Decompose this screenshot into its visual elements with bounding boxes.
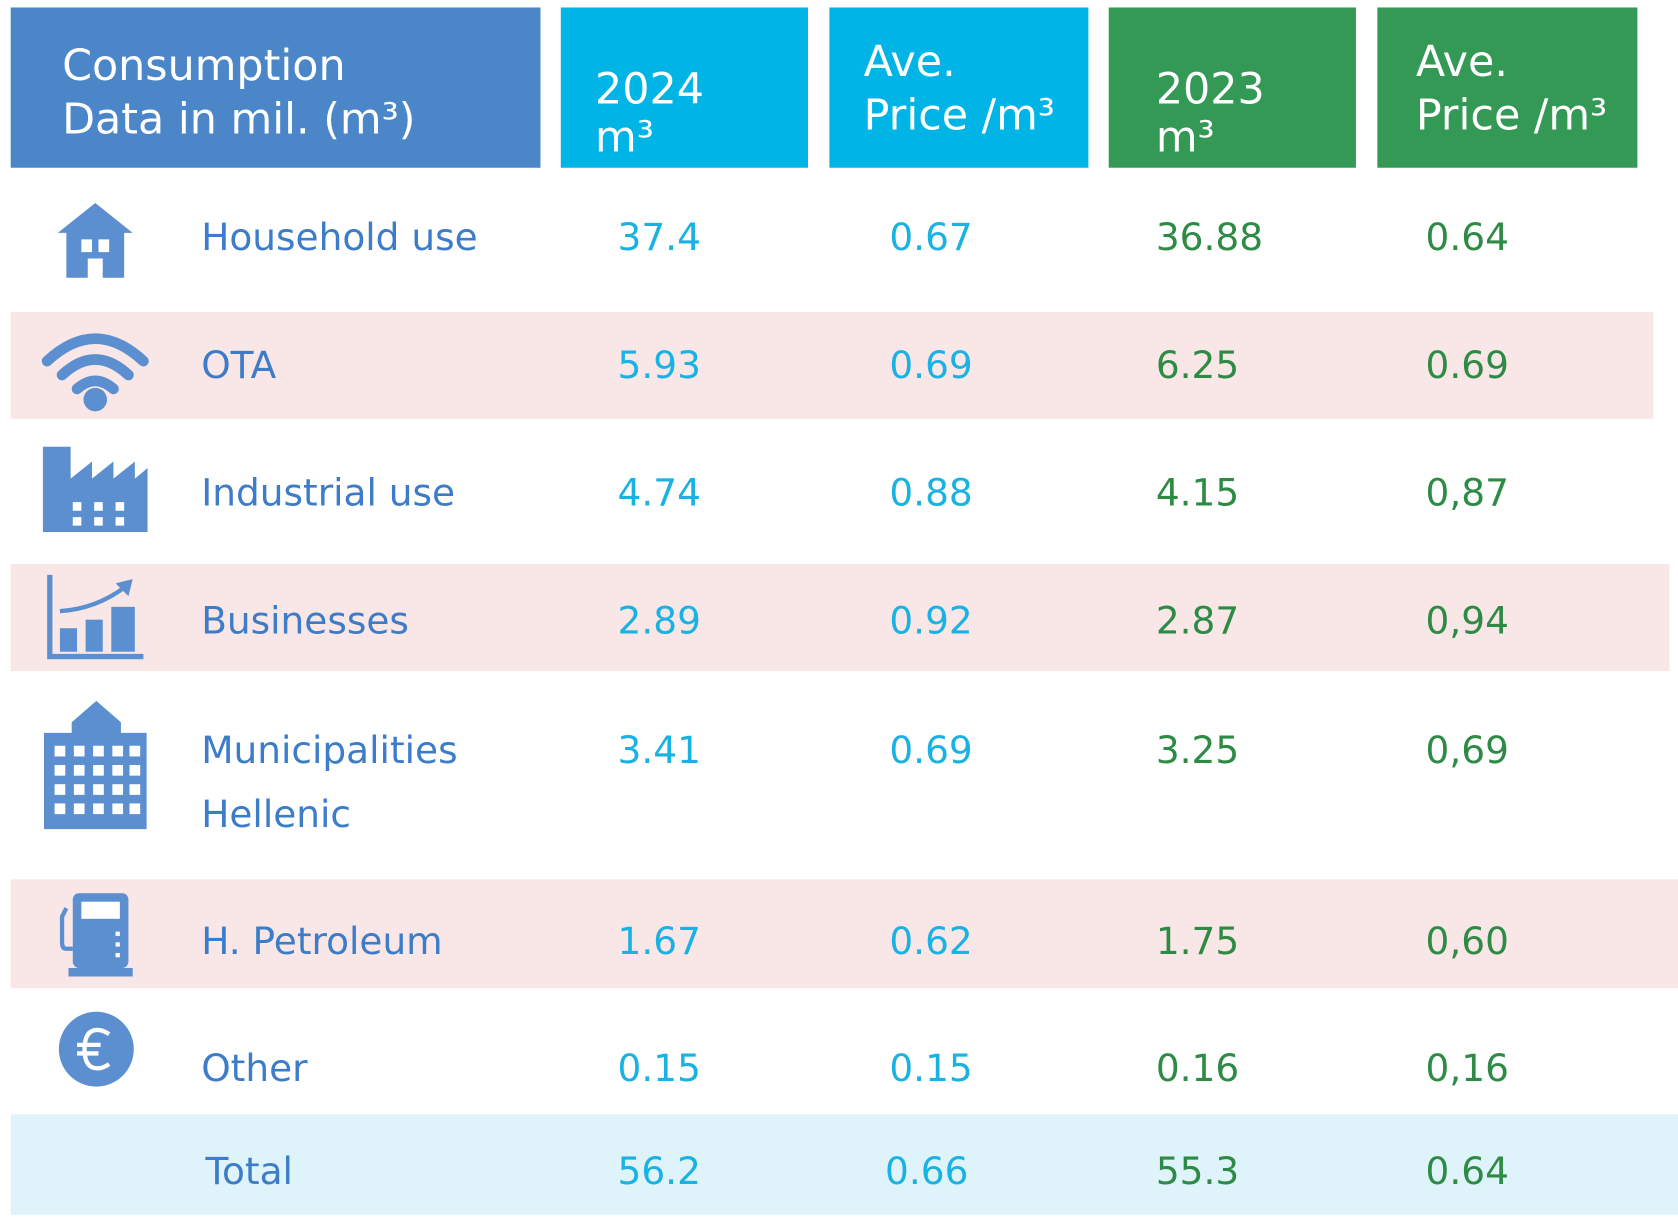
cell-value: 56.2 bbox=[617, 1150, 701, 1194]
pump-icon bbox=[59, 893, 133, 977]
cell-value: 0,94 bbox=[1425, 600, 1509, 644]
cell-value: 1.67 bbox=[617, 920, 701, 964]
header-cell: Ave. Price /m³ bbox=[1377, 7, 1638, 168]
header-cell: 2024 m³ bbox=[560, 7, 809, 168]
row-label: Industrial use bbox=[201, 472, 456, 515]
row-band bbox=[10, 311, 1654, 419]
cell-value: 3.41 bbox=[617, 729, 701, 773]
cell-value: 4.15 bbox=[1155, 472, 1240, 515]
row-label: Total bbox=[205, 1150, 293, 1194]
wifi-icon bbox=[41, 333, 149, 412]
header-line: Ave. bbox=[1415, 37, 1508, 87]
cell-value: 5.93 bbox=[617, 345, 701, 388]
total-band bbox=[10, 1114, 1678, 1215]
header-cell: Consumption Data in mil. (m³) bbox=[10, 7, 541, 168]
cell-value: 0.64 bbox=[1425, 216, 1509, 260]
cell-value: 2.87 bbox=[1155, 600, 1240, 644]
row-label: OTA bbox=[201, 345, 277, 388]
building-icon bbox=[43, 700, 147, 830]
row-band bbox=[10, 879, 1678, 989]
row-label: Businesses bbox=[201, 600, 409, 644]
euro-icon bbox=[58, 1011, 134, 1087]
header-line: Consumption bbox=[62, 41, 346, 91]
cell-value: 0.69 bbox=[889, 729, 973, 773]
cell-value: 4.74 bbox=[617, 472, 701, 515]
cell-value: 0.66 bbox=[885, 1150, 969, 1194]
cell-value: 6.25 bbox=[1155, 345, 1240, 388]
cell-value: 3.25 bbox=[1155, 729, 1240, 773]
header-line: 2023 bbox=[1155, 65, 1265, 115]
cell-value: 37.4 bbox=[617, 216, 701, 260]
cell-value: 2.89 bbox=[617, 600, 701, 644]
header-line: m³ bbox=[1155, 113, 1215, 163]
cell-value: 0,16 bbox=[1425, 1048, 1509, 1091]
house-icon bbox=[57, 202, 133, 278]
header-line: Data in mil. (m³) bbox=[62, 95, 416, 145]
header-line: m³ bbox=[595, 113, 654, 163]
cell-value: 0.92 bbox=[889, 600, 973, 644]
chart-icon bbox=[47, 574, 144, 660]
header-line: Ave. bbox=[863, 37, 956, 87]
header-line: Price /m³ bbox=[1415, 90, 1608, 140]
cell-value: 0.62 bbox=[889, 920, 973, 964]
cell-value: 36.88 bbox=[1155, 216, 1264, 260]
header-line: 2024 bbox=[595, 65, 704, 115]
row-label: Other bbox=[201, 1048, 308, 1091]
cell-value: 0.16 bbox=[1155, 1048, 1240, 1091]
row-label: Municipalities bbox=[201, 729, 458, 773]
cell-value: 0,87 bbox=[1425, 472, 1509, 515]
cell-value: 0.69 bbox=[1425, 345, 1509, 388]
cell-value: 0.69 bbox=[889, 345, 973, 388]
row-band bbox=[10, 564, 1670, 671]
cell-value: 0,60 bbox=[1425, 920, 1509, 964]
cell-value: 1.75 bbox=[1155, 920, 1240, 964]
cell-value: 0.15 bbox=[617, 1048, 701, 1091]
header-cell: Ave. Price /m³ bbox=[829, 7, 1089, 168]
cell-value: 0.15 bbox=[889, 1048, 973, 1091]
row-label: Household use bbox=[201, 216, 478, 260]
header-cell: 2023 m³ bbox=[1108, 7, 1356, 168]
row-label: Hellenic bbox=[201, 793, 352, 837]
cell-value: 0.64 bbox=[1425, 1150, 1509, 1194]
cell-value: 0,69 bbox=[1425, 729, 1509, 773]
cell-value: 0.88 bbox=[889, 472, 973, 515]
row-label: H. Petroleum bbox=[201, 920, 443, 964]
factory-icon bbox=[42, 446, 148, 533]
cell-value: 55.3 bbox=[1155, 1150, 1240, 1194]
header-line: Price /m³ bbox=[863, 90, 1055, 140]
cell-value: 0.67 bbox=[889, 216, 973, 260]
